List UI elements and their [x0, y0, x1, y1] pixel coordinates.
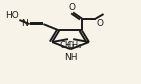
Text: HO: HO — [5, 11, 19, 20]
Text: O: O — [69, 3, 76, 12]
Text: O: O — [96, 19, 103, 28]
Text: CH₃: CH₃ — [66, 41, 82, 50]
Text: N: N — [21, 19, 28, 28]
Text: NH: NH — [64, 53, 77, 62]
Text: CH₃: CH₃ — [60, 41, 75, 50]
